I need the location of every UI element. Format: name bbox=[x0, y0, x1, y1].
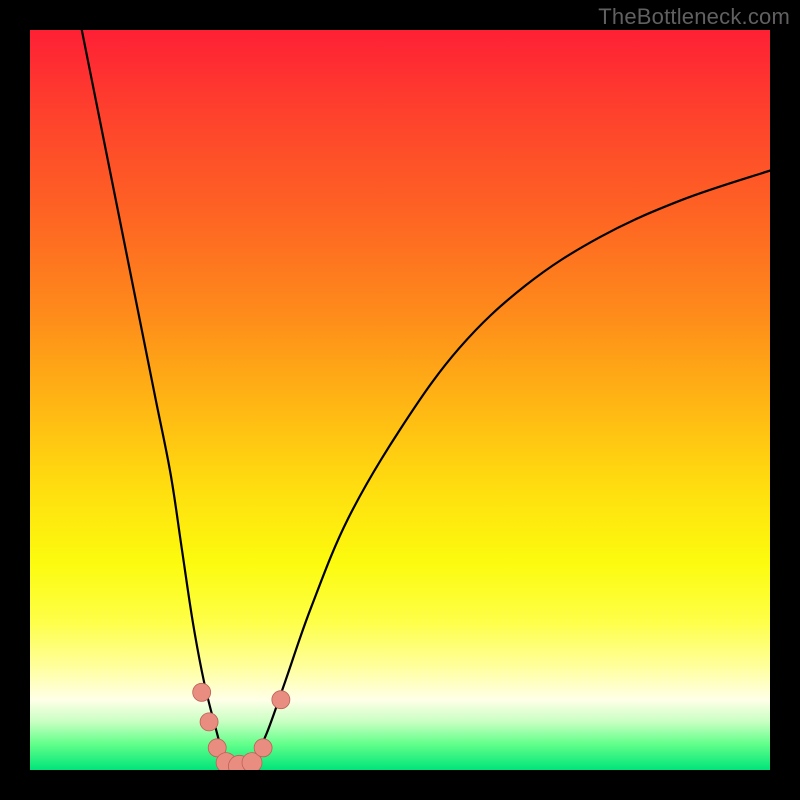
data-marker bbox=[272, 691, 290, 709]
data-marker bbox=[254, 739, 272, 757]
bottleneck-chart bbox=[0, 0, 800, 800]
watermark-text: TheBottleneck.com bbox=[598, 4, 790, 30]
chart-container: TheBottleneck.com bbox=[0, 0, 800, 800]
plot-background-gradient bbox=[30, 30, 770, 770]
data-marker bbox=[193, 683, 211, 701]
data-marker bbox=[200, 713, 218, 731]
